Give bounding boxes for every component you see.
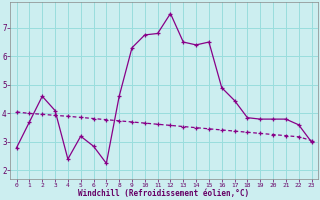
X-axis label: Windchill (Refroidissement éolien,°C): Windchill (Refroidissement éolien,°C): [78, 189, 250, 198]
